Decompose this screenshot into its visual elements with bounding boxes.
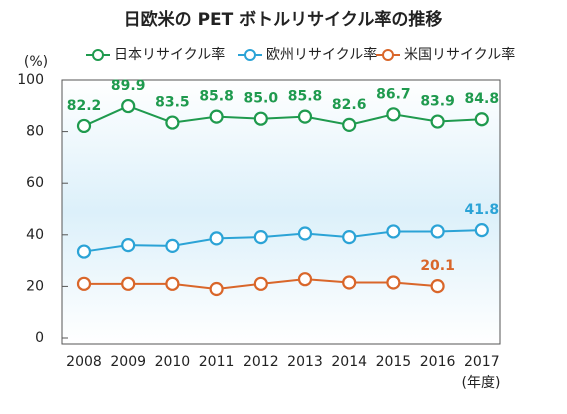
- data-label: 89.9: [111, 78, 146, 94]
- y-tick-label: 40: [26, 227, 44, 243]
- legend-label: 欧州リサイクル率: [266, 46, 377, 63]
- data-point: [342, 230, 357, 245]
- x-tick-label: 2014: [331, 354, 367, 370]
- x-tick-label: 2012: [243, 354, 279, 370]
- chart-title: 日欧米の PET ボトルリサイクル率の推移: [124, 9, 443, 30]
- y-tick-label: 100: [17, 72, 44, 88]
- data-point: [165, 276, 180, 291]
- data-label: 20.1: [420, 258, 455, 274]
- data-label: 86.7: [376, 86, 411, 102]
- data-point: [386, 275, 401, 290]
- data-point: [386, 107, 401, 122]
- series-line: [83, 229, 482, 253]
- data-point: [386, 224, 401, 239]
- y-axis-label: (%): [24, 54, 48, 70]
- data-point: [121, 98, 136, 114]
- data-point: [342, 117, 357, 132]
- legend-label: 日本リサイクル率: [114, 46, 225, 63]
- data-point: [165, 238, 180, 253]
- x-axis-label: (年度): [462, 375, 501, 391]
- data-point: [253, 230, 268, 245]
- y-tick-label: 80: [26, 124, 44, 140]
- data-point: [253, 276, 268, 291]
- data-point: [430, 114, 445, 129]
- data-point: [121, 238, 136, 253]
- data-label: 82.6: [332, 97, 367, 113]
- data-label: 82.2: [67, 98, 102, 114]
- data-point: [297, 109, 313, 124]
- data-point: [76, 276, 92, 291]
- data-label: 83.9: [420, 94, 455, 110]
- data-label: 85.0: [244, 91, 279, 107]
- data-point: [430, 279, 445, 294]
- legend-marker: [382, 49, 394, 61]
- data-point: [253, 111, 268, 126]
- data-point: [209, 109, 224, 124]
- data-point: [342, 275, 357, 290]
- x-tick-label: 2013: [287, 354, 323, 370]
- x-tick-label: 2010: [155, 354, 191, 370]
- y-tick-label: 0: [35, 330, 44, 346]
- series-line: [83, 104, 482, 127]
- data-point: [165, 115, 180, 130]
- data-point: [76, 244, 92, 259]
- data-point: [297, 226, 313, 241]
- x-tick-label: 2009: [110, 354, 146, 370]
- legend-marker: [92, 49, 104, 61]
- legend-marker: [244, 49, 256, 61]
- data-point: [297, 272, 313, 287]
- x-tick-label: 2011: [199, 354, 235, 370]
- y-tick-label: 60: [26, 175, 44, 191]
- data-point: [209, 281, 224, 297]
- data-label: 41.8: [465, 202, 500, 218]
- data-label: 85.8: [288, 89, 323, 105]
- data-point: [474, 223, 489, 238]
- x-tick-label: 2008: [66, 354, 102, 370]
- x-tick-label: 2017: [464, 354, 500, 370]
- data-label: 84.8: [465, 91, 500, 107]
- data-point: [121, 276, 136, 291]
- data-label: 85.8: [199, 89, 234, 105]
- data-point: [474, 112, 489, 127]
- plot-area: [61, 79, 501, 345]
- data-point: [76, 118, 92, 134]
- data-point: [430, 224, 445, 239]
- y-tick-label: 20: [26, 278, 44, 294]
- legend-label: 米国リサイクル率: [404, 46, 515, 63]
- data-point: [209, 231, 224, 246]
- data-label: 83.5: [155, 95, 190, 111]
- x-tick-label: 2015: [376, 354, 412, 370]
- x-tick-label: 2016: [420, 354, 456, 370]
